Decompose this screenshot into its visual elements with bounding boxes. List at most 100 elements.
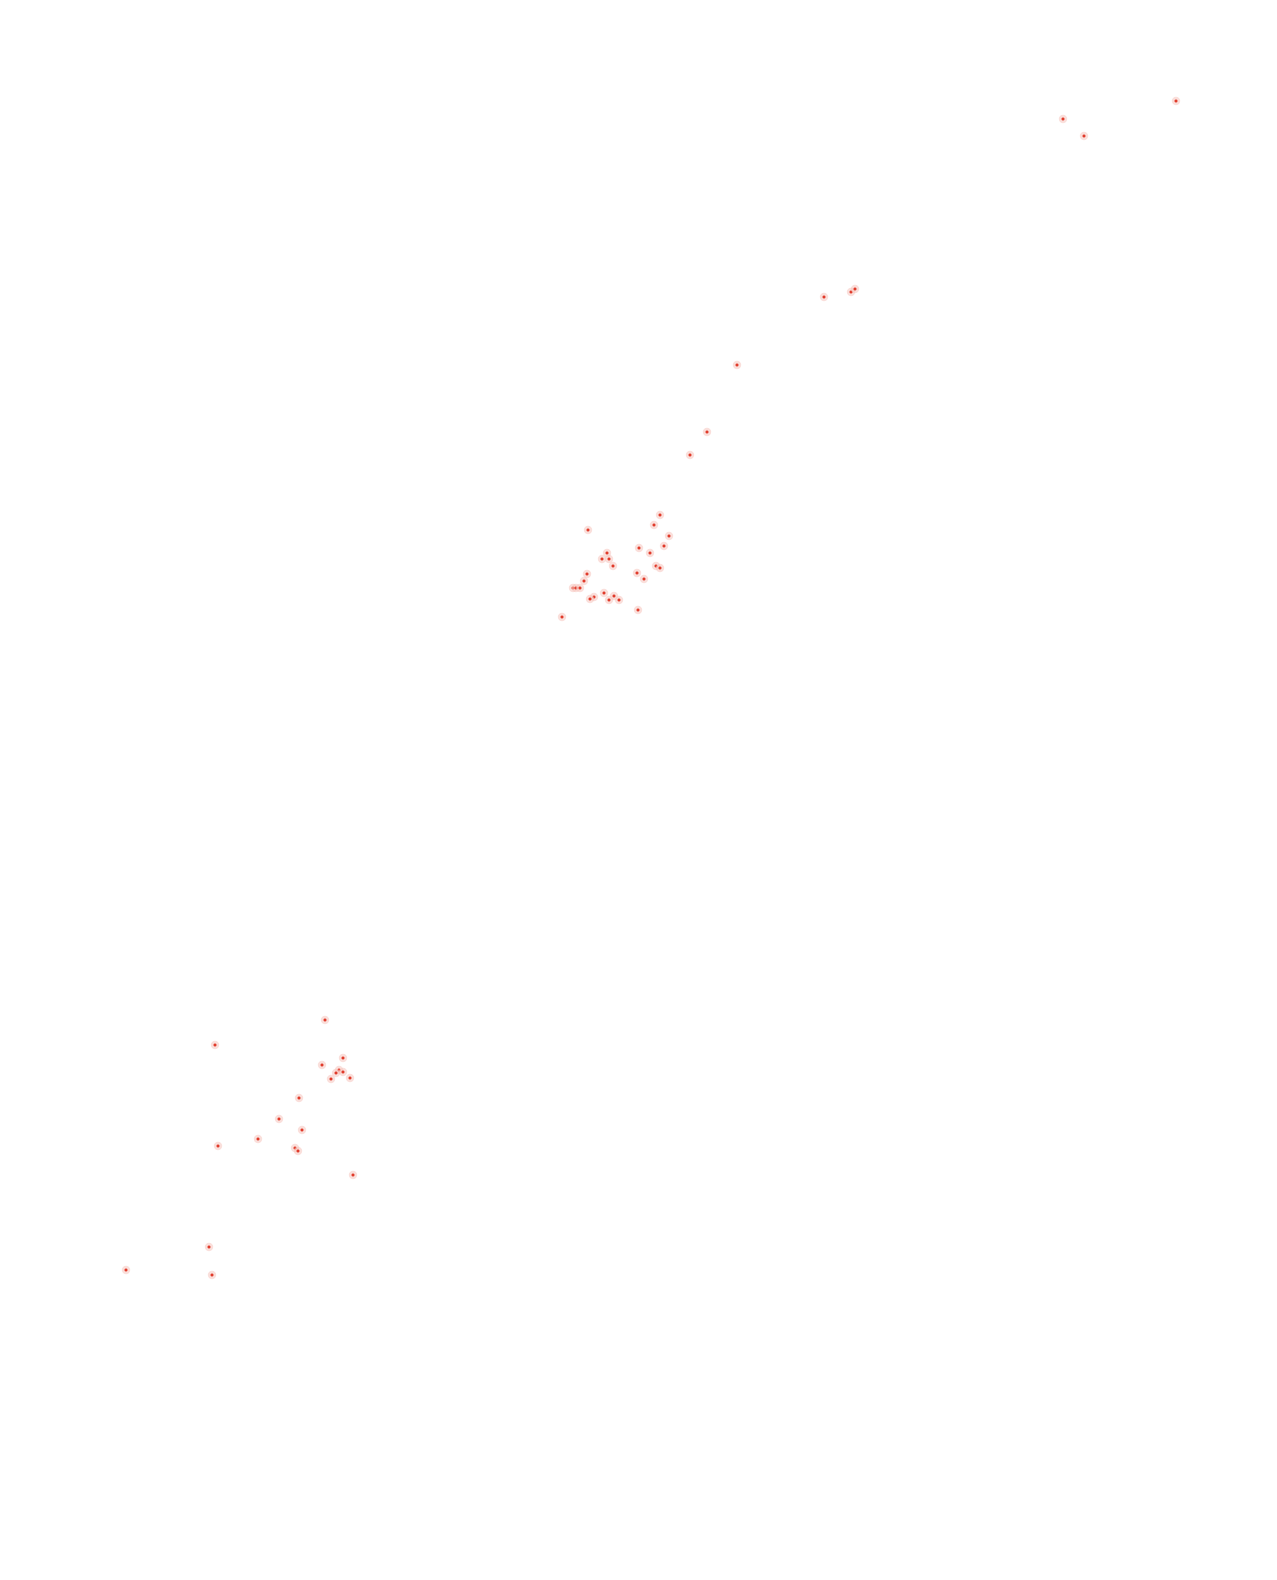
scatter-point-marker	[602, 591, 606, 595]
scatter-point	[850, 284, 860, 294]
scatter-point	[614, 595, 624, 605]
scatter-point-marker	[216, 1144, 220, 1148]
scatter-point	[639, 574, 649, 584]
scatter-point-marker	[256, 1137, 260, 1141]
scatter-point-marker	[210, 1273, 214, 1277]
scatter-point	[326, 1074, 336, 1084]
scatter-point	[204, 1242, 214, 1252]
scatter-point-marker	[297, 1096, 301, 1100]
scatter-point	[575, 583, 585, 593]
scatter-point	[338, 1067, 348, 1077]
scatter-point-marker	[578, 586, 582, 590]
scatter-point	[348, 1170, 358, 1180]
scatter-point	[633, 605, 643, 615]
scatter-point	[213, 1141, 223, 1151]
scatter-point	[317, 1060, 327, 1070]
scatter-point	[338, 1053, 348, 1063]
scatter-point-marker	[652, 523, 656, 527]
scatter-point	[210, 1040, 220, 1050]
scatter-point-marker	[662, 544, 666, 548]
scatter-point	[659, 541, 669, 551]
scatter-point-marker	[688, 453, 692, 457]
scatter-point-marker	[124, 1268, 128, 1272]
scatter-point-marker	[207, 1245, 211, 1249]
scatter-point	[320, 1015, 330, 1025]
scatter-point-marker	[600, 557, 604, 561]
scatter-point-marker	[320, 1063, 324, 1067]
scatter-point	[297, 1125, 307, 1135]
scatter-point	[632, 568, 642, 578]
scatter-point	[597, 554, 607, 564]
scatter-point	[582, 569, 592, 579]
scatter-point	[579, 576, 589, 586]
scatter-point	[655, 563, 665, 573]
scatter-point	[732, 360, 742, 370]
scatter-point-marker	[341, 1056, 345, 1060]
scatter-point	[702, 427, 712, 437]
scatter-point-marker	[648, 551, 652, 555]
scatter-point	[274, 1114, 284, 1124]
scatter-point	[294, 1093, 304, 1103]
scatter-point-marker	[658, 513, 662, 517]
scatter-point-marker	[605, 551, 609, 555]
scatter-point	[293, 1146, 303, 1156]
scatter-point	[604, 595, 614, 605]
scatter-point-marker	[586, 528, 590, 532]
scatter-point	[1171, 96, 1181, 106]
scatter-point-marker	[213, 1043, 217, 1047]
scatter-point-marker	[323, 1018, 327, 1022]
scatter-point-marker	[560, 615, 564, 619]
scatter-point-marker	[1061, 117, 1065, 121]
scatter-point-marker	[277, 1117, 281, 1121]
scatter-point-marker	[1174, 99, 1178, 103]
scatter-point	[121, 1265, 131, 1275]
scatter-point-marker	[735, 363, 739, 367]
scatter-point	[819, 292, 829, 302]
scatter-point	[608, 561, 618, 571]
scatter-point-marker	[582, 579, 586, 583]
scatter-point-marker	[705, 430, 709, 434]
scatter-point	[645, 548, 655, 558]
scatter-point	[599, 588, 609, 598]
scatter-point	[655, 510, 665, 520]
scatter-point-marker	[612, 594, 616, 598]
scatter-point-marker	[329, 1077, 333, 1081]
scatter-point-marker	[642, 577, 646, 581]
scatter-point-marker	[588, 597, 592, 601]
scatter-point-marker	[667, 534, 671, 538]
scatter-point-marker	[296, 1149, 300, 1153]
scatter-point-marker	[611, 564, 615, 568]
scatter-point-marker	[617, 598, 621, 602]
scatter-point-marker	[635, 571, 639, 575]
scatter-point	[685, 450, 695, 460]
scatter-point	[583, 525, 593, 535]
scatter-point-marker	[348, 1076, 352, 1080]
scatter-point-marker	[334, 1071, 338, 1075]
scatter-point	[253, 1134, 263, 1144]
scatter-point-marker	[853, 287, 857, 291]
scatter-point-marker	[585, 572, 589, 576]
scatter-point-marker	[351, 1173, 355, 1177]
scatter-point	[634, 543, 644, 553]
scatter-point-marker	[658, 566, 662, 570]
scatter-point	[664, 531, 674, 541]
scatter-point	[331, 1068, 341, 1078]
scatter-point	[1079, 131, 1089, 141]
scatter-point	[604, 554, 614, 564]
scatter-point-marker	[607, 557, 611, 561]
scatter-point	[207, 1270, 217, 1280]
scatter-point-marker	[636, 608, 640, 612]
scatter-point	[1058, 114, 1068, 124]
scatter-point-marker	[1082, 134, 1086, 138]
scatter-point-marker	[822, 295, 826, 299]
scatter-point-marker	[341, 1070, 345, 1074]
scatter-point	[649, 520, 659, 530]
scatter-point-marker	[637, 546, 641, 550]
scatter-point-marker	[300, 1128, 304, 1132]
scatter-point	[585, 594, 595, 604]
scatter-point	[345, 1073, 355, 1083]
scatter-point-marker	[607, 598, 611, 602]
scatter-point	[557, 612, 567, 622]
